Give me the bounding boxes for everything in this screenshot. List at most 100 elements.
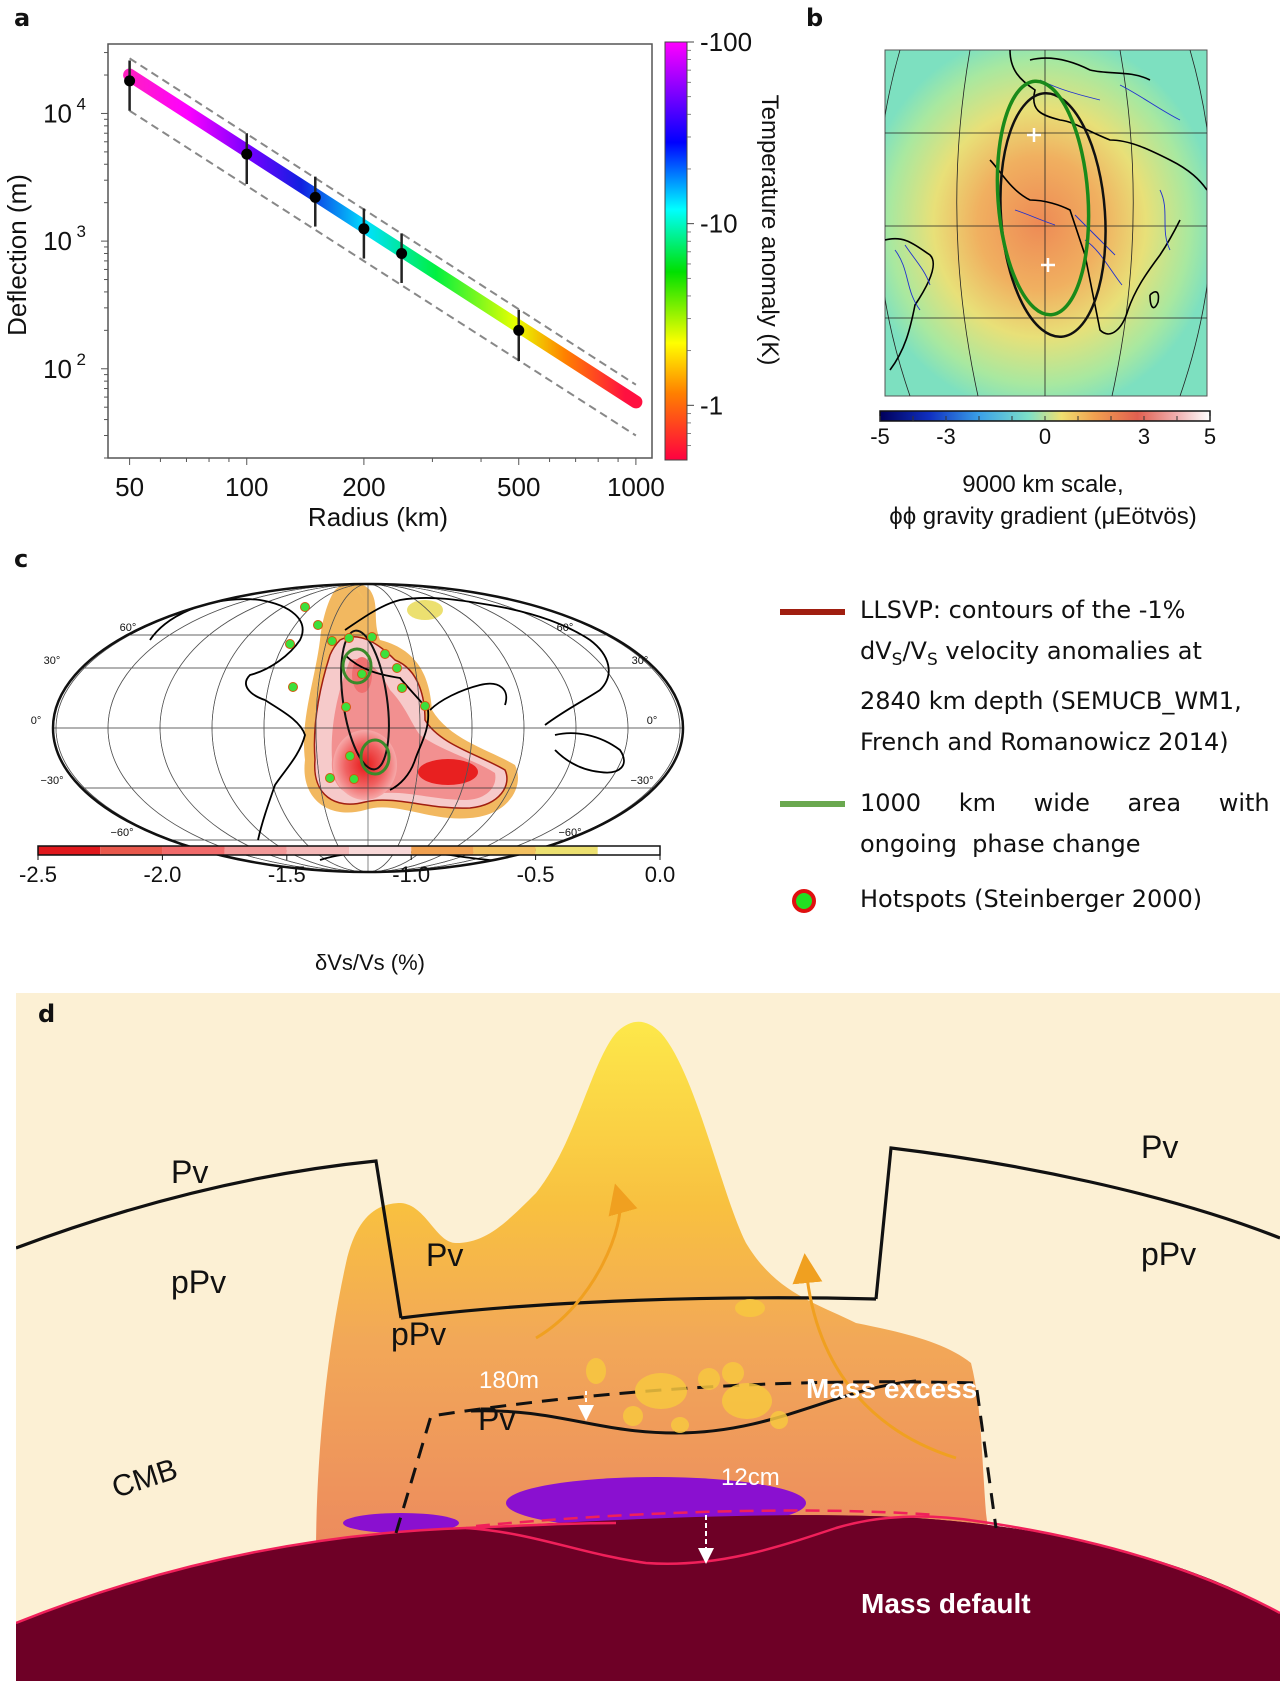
map-outline	[51, 582, 685, 874]
x-tick-label: 200	[342, 472, 385, 502]
y-tick-label-exponent: 3	[77, 222, 86, 241]
panel-label-d: d	[38, 1000, 56, 1028]
colorbar-c-tick-label: -1.0	[392, 862, 430, 887]
phase-boundary-right	[874, 1146, 1280, 1300]
y-axis-label: Deflection (m)	[2, 174, 32, 336]
panel-a-chart: 50 100 200 500 1000 10 2 10 3 10 4 Radius (km) De…	[2, 30, 783, 532]
hotspot-marker	[345, 751, 355, 761]
colorbar-c-frame	[37, 845, 661, 856]
ulvz-large	[506, 1477, 806, 1529]
x-tick-label: 100	[225, 472, 268, 502]
label-mass-excess: Mass excess	[806, 1373, 977, 1404]
ulvz-small	[343, 1513, 459, 1533]
hotspot-marker	[420, 701, 430, 711]
legend-phase-line2: ongoing phase change	[860, 829, 1141, 858]
colorbar-c-bin	[349, 846, 412, 855]
envelope-lower	[129, 109, 637, 437]
blobs	[586, 1299, 788, 1433]
cmb-reference-dashed	[475, 1509, 937, 1528]
latitude-label-left: −30°	[40, 775, 63, 787]
x-tick-label: 1000	[607, 472, 665, 502]
legend-item-llsvp: LLSVP: contours of the -1% dVS/VS veloci…	[780, 590, 1270, 763]
data-point	[241, 133, 253, 185]
green-ellipse-south	[359, 738, 391, 776]
panel-b-map: -5 -3 0 3 5 9000 km scale, ϕϕ gravity gradie…	[870, 49, 1216, 530]
colorbar-b-tick-label: 0	[1039, 424, 1051, 449]
y-tick-label-exponent: 4	[77, 94, 86, 113]
hotspot-marker	[327, 636, 337, 646]
panel-label-a: a	[14, 4, 31, 32]
point-marker	[309, 191, 321, 203]
hotspot-marker	[367, 632, 377, 642]
hotspot-marker	[392, 663, 402, 673]
colorbar-b-tick-label: -5	[870, 424, 890, 449]
envelope-upper	[129, 57, 637, 386]
phase-change-line-swatch	[780, 800, 845, 807]
colorbar-c-bin	[100, 846, 163, 855]
colorbar-c-tick-label: -2.0	[143, 862, 181, 887]
meridian	[211, 584, 525, 872]
llsvp-line-swatch	[780, 609, 845, 615]
colorbar-c-bin	[224, 846, 287, 855]
point-marker	[513, 324, 525, 336]
latitude-label-right: 0°	[647, 715, 658, 727]
colorbar-tick-label: -100	[700, 30, 752, 57]
data-point	[513, 309, 525, 362]
green-ellipse-north	[341, 647, 373, 685]
colorbar-c-bin	[473, 846, 536, 855]
hotspot-marker	[285, 639, 295, 649]
hotspot-dot-icon	[792, 888, 816, 913]
x-tick-label: 50	[115, 472, 144, 502]
hotspot-marker	[341, 702, 351, 712]
label-ppv-center: pPv	[391, 1316, 446, 1352]
graticule	[885, 50, 1207, 396]
label-pv-right: Pv	[1141, 1129, 1178, 1165]
colorbar-c-bin	[597, 846, 660, 855]
latitude-label-left: −60°	[110, 827, 133, 839]
legend-llsvp-line2: dVS/VS velocity anomalies at	[860, 637, 1202, 670]
legend-item-phase-change: 1000 km wide area with ongoing phase cha…	[780, 783, 1270, 865]
cmb-deflected-line	[465, 1515, 1280, 1615]
phase-boundary-left	[16, 1159, 403, 1319]
colorbar-c-bin	[411, 846, 474, 855]
green-ellipse	[995, 79, 1091, 317]
hotspot-marker	[349, 774, 359, 784]
label-180m: 180m	[479, 1367, 539, 1394]
colorbar-tick-label: -1	[700, 390, 723, 420]
panel-label-c: c	[14, 545, 29, 573]
colorbar-tick-label: -10	[700, 209, 738, 239]
meridian	[55, 584, 681, 872]
panel-c-map: 60° 30° 0° −30° −60° 60° 30° 0° −30° −60° -2.5 -2.…	[19, 582, 685, 975]
data-point	[124, 60, 136, 111]
legend-phase-line1: 1000 km wide area with	[860, 788, 1270, 817]
y-tick-label: 10	[43, 226, 72, 256]
hotspot-marker	[325, 773, 335, 783]
latitude-label-left: 0°	[31, 715, 42, 727]
y-tick-label-exponent: 2	[77, 350, 86, 369]
upwelling-arrow-right	[792, 1253, 957, 1460]
colorbar-c-bin	[286, 846, 349, 855]
colorbar-b-tick-label: 3	[1138, 424, 1150, 449]
legend-item-hotspots: Hotspots (Steinberger 2000)	[780, 879, 1270, 920]
label-ppv-left: pPv	[171, 1264, 226, 1300]
colorbar-b-tick-label: 5	[1204, 424, 1216, 449]
label-pv-lower: Pv	[478, 1401, 515, 1437]
colorbar-b-label-line2: ϕϕ gravity gradient (μEötvös)	[889, 503, 1197, 530]
data-point	[396, 233, 408, 283]
label-12cm: 12cm	[721, 1464, 780, 1491]
hotspot-marker	[300, 602, 310, 612]
colorbar-b-tick-label: -3	[936, 424, 956, 449]
colorbar-b-label-line1: 9000 km scale,	[962, 471, 1123, 498]
hotspot-marker	[344, 633, 354, 643]
panel-d-diagram: Pv pPv Pv pPv Pv pPv Pv CMB 180m 12cm Ma…	[16, 993, 1280, 1681]
colorbar-c-bin	[535, 846, 598, 855]
colorbar-c-tick-label: -2.5	[19, 862, 57, 887]
upwelling-arrow-left	[535, 1183, 638, 1340]
hotspot-marker	[397, 683, 407, 693]
meridian	[107, 584, 629, 872]
label-pv-left: Pv	[171, 1154, 208, 1190]
legend-hotspots-text: Hotspots (Steinberger 2000)	[860, 884, 1203, 913]
hotspot-marker	[357, 669, 367, 679]
cmb-line	[16, 1521, 617, 1625]
colorbar-a-label: Temperature anomaly (K)	[756, 95, 783, 366]
